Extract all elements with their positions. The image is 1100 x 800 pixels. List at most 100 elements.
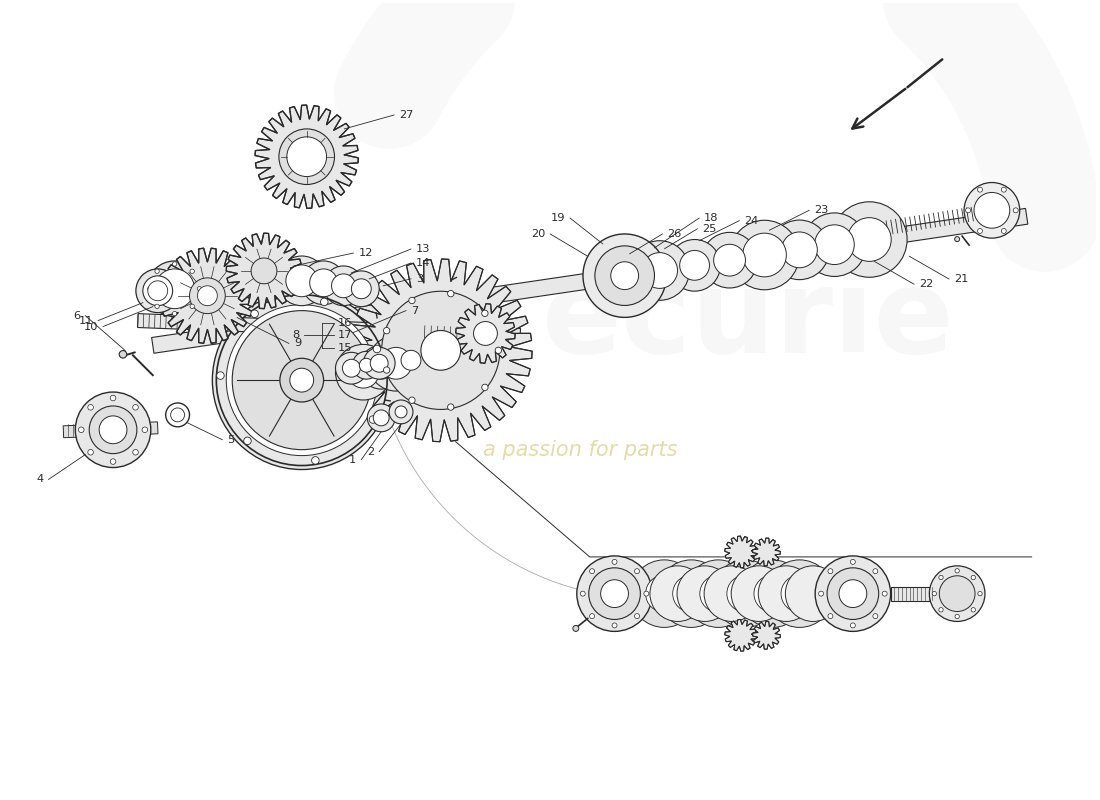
Circle shape — [739, 560, 806, 627]
Circle shape — [882, 591, 887, 596]
Circle shape — [336, 352, 367, 384]
Text: 21: 21 — [954, 274, 968, 284]
Circle shape — [352, 351, 381, 379]
Polygon shape — [725, 536, 757, 568]
Circle shape — [930, 566, 984, 622]
Circle shape — [955, 237, 959, 242]
Circle shape — [348, 356, 380, 388]
Text: 1: 1 — [349, 454, 356, 465]
Circle shape — [827, 568, 879, 619]
Circle shape — [448, 404, 454, 410]
Circle shape — [110, 395, 115, 401]
Circle shape — [635, 569, 639, 574]
Circle shape — [669, 239, 720, 291]
Circle shape — [758, 566, 814, 622]
Circle shape — [832, 202, 908, 278]
Circle shape — [635, 614, 639, 618]
Circle shape — [323, 266, 363, 306]
Circle shape — [370, 416, 377, 423]
Circle shape — [1001, 187, 1006, 192]
Circle shape — [217, 372, 224, 379]
Polygon shape — [752, 538, 780, 566]
Circle shape — [702, 232, 757, 288]
Circle shape — [955, 614, 959, 618]
Circle shape — [310, 269, 338, 297]
Circle shape — [251, 258, 277, 284]
Circle shape — [955, 569, 959, 573]
Circle shape — [644, 591, 649, 596]
Text: 16: 16 — [338, 318, 352, 327]
Circle shape — [190, 304, 195, 309]
Text: 19: 19 — [551, 213, 565, 223]
Circle shape — [110, 458, 115, 464]
Text: 13: 13 — [416, 244, 430, 254]
Circle shape — [612, 559, 617, 564]
Circle shape — [409, 397, 415, 403]
Circle shape — [370, 355, 393, 379]
Circle shape — [409, 298, 415, 304]
Circle shape — [939, 576, 975, 611]
Circle shape — [641, 253, 678, 288]
Circle shape — [742, 233, 786, 277]
Circle shape — [189, 278, 226, 314]
Circle shape — [873, 569, 878, 574]
Circle shape — [367, 404, 395, 432]
Circle shape — [1013, 208, 1019, 213]
Circle shape — [173, 311, 177, 316]
Circle shape — [173, 262, 177, 266]
Text: 17: 17 — [338, 330, 352, 341]
Circle shape — [595, 246, 654, 306]
Circle shape — [576, 556, 652, 631]
Circle shape — [143, 276, 173, 306]
Circle shape — [646, 575, 683, 612]
Circle shape — [803, 213, 866, 277]
Circle shape — [373, 410, 389, 426]
Circle shape — [381, 347, 412, 379]
Polygon shape — [227, 233, 301, 309]
Circle shape — [279, 358, 323, 402]
Circle shape — [136, 269, 179, 313]
Circle shape — [343, 271, 379, 306]
Circle shape — [612, 623, 617, 628]
Circle shape — [583, 234, 667, 318]
Circle shape — [448, 290, 454, 297]
Circle shape — [966, 208, 970, 213]
Circle shape — [212, 290, 392, 470]
Circle shape — [828, 614, 833, 618]
Circle shape — [363, 347, 395, 379]
Circle shape — [155, 304, 160, 309]
Circle shape — [371, 354, 388, 372]
Circle shape — [590, 569, 595, 574]
Circle shape — [650, 566, 705, 622]
Circle shape — [473, 322, 497, 346]
Circle shape — [932, 591, 936, 596]
Circle shape — [78, 427, 84, 433]
Circle shape — [704, 566, 760, 622]
Circle shape — [782, 232, 817, 268]
Circle shape — [360, 358, 373, 372]
Circle shape — [873, 614, 878, 618]
Circle shape — [368, 335, 424, 391]
Circle shape — [581, 591, 585, 596]
Circle shape — [754, 575, 791, 612]
Circle shape — [601, 580, 628, 607]
Circle shape — [384, 327, 389, 334]
Circle shape — [155, 269, 160, 274]
Circle shape — [155, 269, 195, 309]
Circle shape — [197, 286, 201, 291]
Text: 18: 18 — [704, 213, 718, 223]
Text: 22: 22 — [918, 279, 933, 290]
Circle shape — [673, 575, 710, 612]
Circle shape — [781, 575, 818, 612]
Circle shape — [971, 575, 976, 580]
Circle shape — [277, 256, 327, 306]
Circle shape — [227, 305, 377, 456]
Circle shape — [978, 229, 982, 234]
Circle shape — [818, 591, 824, 596]
Circle shape — [847, 218, 891, 262]
Polygon shape — [891, 586, 933, 601]
Circle shape — [320, 298, 328, 306]
Circle shape — [244, 437, 251, 445]
Circle shape — [727, 575, 764, 612]
Text: 25: 25 — [702, 224, 717, 234]
